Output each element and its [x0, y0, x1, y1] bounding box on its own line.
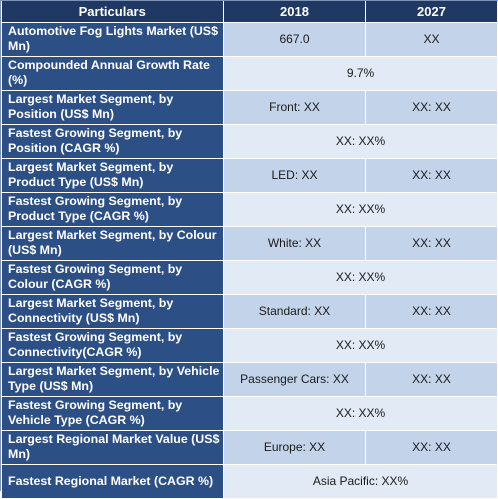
row-label: Compounded Annual Growth Rate (%)	[1, 55, 224, 91]
table-row: Automotive Fog Lights Market (US$ Mn) 66…	[1, 21, 498, 57]
table-row: Fastest Regional Market (CAGR %) Asia Pa…	[1, 463, 498, 499]
value-2018: White: XX	[223, 225, 366, 261]
header-particulars: Particulars	[1, 1, 224, 23]
table-row: Fastest Growing Segment, by Vehicle Type…	[1, 395, 498, 431]
row-label: Fastest Growing Segment, by Connectivity…	[1, 327, 224, 363]
row-label: Largest Market Segment, by Connectivity …	[1, 293, 224, 329]
row-label: Fastest Growing Segment, by Product Type…	[1, 191, 224, 227]
table-row: Largest Market Segment, by Connectivity …	[1, 293, 498, 329]
table-row: Fastest Growing Segment, by Product Type…	[1, 191, 498, 227]
value-2027: XX: XX	[365, 293, 498, 329]
value-span: XX: XX%	[223, 327, 498, 363]
value-2018: Europe: XX	[223, 429, 366, 465]
header-row: Particulars 2018 2027	[1, 1, 498, 23]
value-span: XX: XX%	[223, 259, 498, 295]
table-row: Compounded Annual Growth Rate (%) 9.7%	[1, 55, 498, 91]
row-label: Fastest Growing Segment, by Position (CA…	[1, 123, 224, 159]
value-2027: XX: XX	[365, 157, 498, 193]
value-span: XX: XX%	[223, 123, 498, 159]
header-2018: 2018	[223, 1, 366, 23]
value-2018: 667.0	[223, 21, 366, 57]
value-2027: XX: XX	[365, 225, 498, 261]
row-label: Fastest Growing Segment, by Vehicle Type…	[1, 395, 224, 431]
table-row: Largest Market Segment, by Position (US$…	[1, 89, 498, 125]
value-2018: Front: XX	[223, 89, 366, 125]
value-span: Asia Pacific: XX%	[223, 463, 498, 499]
table-row: Largest Regional Market Value (US$ Mn) E…	[1, 429, 498, 465]
value-2018: Standard: XX	[223, 293, 366, 329]
header-2027: 2027	[365, 1, 498, 23]
row-label: Automotive Fog Lights Market (US$ Mn)	[1, 21, 224, 57]
table-row: Fastest Growing Segment, by Connectivity…	[1, 327, 498, 363]
row-label: Largest Market Segment, by Position (US$…	[1, 89, 224, 125]
table-row: Fastest Growing Segment, by Position (CA…	[1, 123, 498, 159]
value-2027: XX: XX	[365, 429, 498, 465]
row-label: Fastest Growing Segment, by Colour (CAGR…	[1, 259, 224, 295]
table-row: Fastest Growing Segment, by Colour (CAGR…	[1, 259, 498, 295]
row-label: Largest Regional Market Value (US$ Mn)	[1, 429, 224, 465]
value-2027: XX: XX	[365, 361, 498, 397]
value-span: XX: XX%	[223, 395, 498, 431]
value-2027: XX: XX	[365, 89, 498, 125]
value-span: XX: XX%	[223, 191, 498, 227]
table-row: Largest Market Segment, by Vehicle Type …	[1, 361, 498, 397]
table-row: Largest Market Segment, by Product Type …	[1, 157, 498, 193]
row-label: Fastest Regional Market (CAGR %)	[1, 463, 224, 499]
row-label: Largest Market Segment, by Product Type …	[1, 157, 224, 193]
table-row: Largest Market Segment, by Colour (US$ M…	[1, 225, 498, 261]
row-label: Largest Market Segment, by Colour (US$ M…	[1, 225, 224, 261]
row-label: Largest Market Segment, by Vehicle Type …	[1, 361, 224, 397]
value-2027: XX	[365, 21, 498, 57]
value-2018: Passenger Cars: XX	[223, 361, 366, 397]
value-2018: LED: XX	[223, 157, 366, 193]
value-span: 9.7%	[223, 55, 498, 91]
